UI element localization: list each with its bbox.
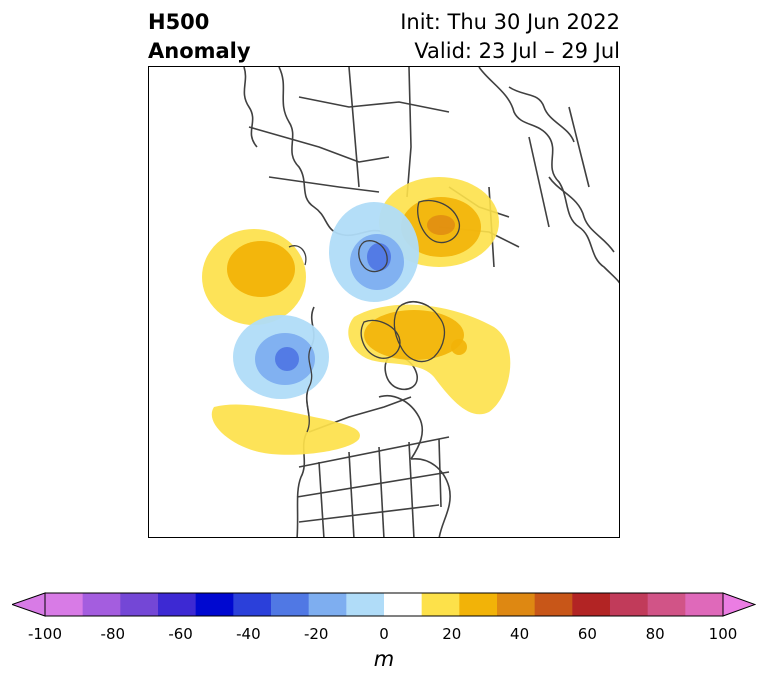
colorbar-tick-label: -20 [303,625,329,643]
title-anomaly: Anomaly [148,39,251,63]
colorbar-cell [45,593,84,616]
colorbar-tick-label: 0 [379,625,389,643]
colorbar-cell [308,593,347,616]
colorbar-cell [158,593,197,616]
colorbar-cells [45,593,724,616]
title-left: H500 Anomaly [148,8,251,66]
valid-range: Valid: 23 Jul – 29 Jul [414,39,620,63]
colorbar-cell [647,593,686,616]
colorbar-cell [271,593,310,616]
colorbar-cell [534,593,573,616]
colorbar-cell [572,593,611,616]
colorbar-cell [384,593,423,616]
colorbar-cell [685,593,724,616]
positive-anomaly-siberia-peak [427,215,455,235]
colorbar-unit: m [373,647,395,671]
init-date: Init: Thu 30 Jun 2022 [400,10,620,34]
colorbar-cell [82,593,121,616]
anomaly-fills [202,177,511,455]
colorbar-extend-high [722,592,756,617]
colorbar-tick-label: -40 [236,625,261,643]
colorbar-tick-label: -60 [168,625,193,643]
title-variable: H500 [148,10,210,34]
colorbar-tick-label: 100 [708,625,738,643]
positive-anomaly-canada-east [451,339,467,355]
positive-anomaly-canada-core [364,310,464,360]
colorbar-cell [195,593,234,616]
positive-anomaly-south-pacific [211,404,360,455]
colorbar-outline [44,592,724,617]
colorbar-cell [610,593,649,616]
negative-anomaly-north-pacific-core [275,347,299,371]
colorbar-cell [421,593,460,616]
colorbar-cell [346,593,385,616]
title-right: Init: Thu 30 Jun 2022 Valid: 23 Jul – 29… [400,8,620,66]
map-svg [202,67,619,537]
map-panel [148,66,620,538]
coastlines [243,67,619,537]
colorbar-tick-label: -100 [27,625,63,643]
colorbar-cell [120,593,159,616]
colorbar-tick-label: -80 [100,625,126,643]
positive-anomaly-gulf-of-alaska-core [227,241,295,297]
overlay-coastlines [288,199,461,433]
colorbar-cell [497,593,536,616]
colorbar-tick-label: 60 [577,625,597,643]
colorbar [12,592,756,617]
colorbar-tick-label: 80 [645,625,665,643]
colorbar-tick-label: 20 [442,625,462,643]
colorbar-extend-low [12,592,46,617]
colorbar-cell [233,593,272,616]
colorbar-cell [459,593,498,616]
colorbar-tick-label: 40 [510,625,530,643]
